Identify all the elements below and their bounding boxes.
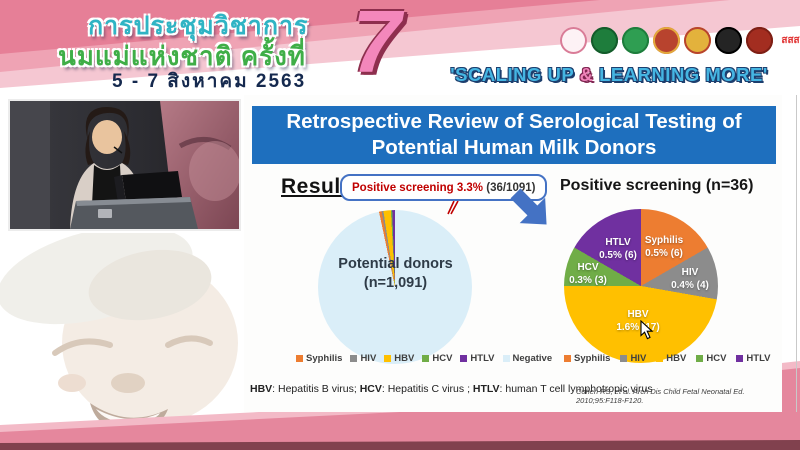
positive-screening-title: Positive screening (n=36): [560, 177, 754, 194]
positive-screening-pie: [564, 209, 718, 363]
callout-pointer: [447, 201, 459, 215]
result-heading: Result: [281, 175, 349, 198]
edition-number: 7: [352, 0, 401, 91]
potential-donors-label: Potential donors (n=1,091): [283, 255, 508, 293]
right-pie-legend: Syphilis HIV HBV HCV HTLV: [564, 353, 771, 364]
legend-label: HBV: [394, 353, 415, 364]
footnote-abbr: HTLV: [472, 383, 500, 395]
legend-item-hcv: HCV: [422, 353, 452, 364]
legend-swatch: [696, 355, 704, 362]
conference-banner: การประชุมวิชาการ นมแม่แห่งชาติ ครั้งที่ …: [0, 0, 800, 96]
pediatric-society-logo: [715, 27, 742, 54]
slice-label-hcv: HCV 0.3% (3): [550, 262, 626, 287]
mother-child-foundation-logo: [560, 27, 587, 54]
callout-percentage: Positive screening 3.3%: [352, 181, 484, 194]
legend-label: Syphilis: [306, 353, 343, 364]
slice-name: HTLV: [605, 237, 631, 248]
health-department-logo: [591, 27, 618, 54]
legend-item-syphilis: Syphilis: [296, 353, 342, 364]
legend-item-hiv: HIV: [350, 353, 376, 364]
slice-label-htlv: HTLV 0.5% (6): [580, 237, 656, 262]
tagline-text: 'SCALING UP: [450, 64, 580, 85]
legend-item-hbv: HBV: [384, 353, 414, 364]
legend-item-htlv: HTLV: [736, 353, 771, 364]
legend-swatch: [564, 355, 571, 362]
slice-name: Syphilis: [644, 235, 684, 246]
legend-label: HBV: [666, 353, 687, 364]
slide-title: Retrospective Review of Serological Test…: [252, 106, 776, 164]
footnote-text: : Hepatitis B virus;: [272, 383, 360, 395]
slice-value: 0.4% (4): [671, 279, 709, 291]
conference-dates: 5 - 7 สิงหาคม 2563: [112, 71, 307, 92]
legend-swatch: [656, 355, 664, 362]
slice-label-syphilis: Syphilis 0.5% (6): [626, 235, 702, 260]
positive-screening-callout: Positive screening 3.3% (36/1091): [340, 174, 548, 201]
legend-item-hiv: HIV: [620, 353, 646, 364]
legend-label: HCV: [432, 353, 453, 364]
arrow-right-icon: [510, 188, 547, 225]
legend-label: HTLV: [470, 353, 495, 364]
mouse-cursor-icon: [640, 320, 654, 340]
positive-screening-labels: Syphilis 0.5% (6) HIV 0.4% (4) HBV 1.6% …: [564, 209, 718, 363]
legend-swatch: [296, 355, 303, 362]
tagline-ampersand: &: [579, 64, 594, 85]
slice-value: 0.3% (3): [569, 274, 607, 286]
legend-swatch: [620, 355, 628, 362]
legend-item-hbv: HBV: [656, 353, 686, 364]
conference-tagline: 'SCALING UP & LEARNING MORE': [420, 64, 798, 86]
legend-label: Syphilis: [574, 353, 611, 364]
conference-title-thai: การประชุมวิชาการ: [88, 12, 309, 40]
presentation-slide: Retrospective Review of Serological Test…: [244, 95, 782, 412]
scrollbar-track[interactable]: [796, 95, 797, 412]
royal-institute-emblem-logo: [684, 27, 711, 54]
slice-name: HCV: [577, 262, 599, 273]
legend-swatch: [502, 355, 510, 362]
slice-value: 0.5% (6): [645, 247, 683, 259]
legend-swatch: [460, 355, 468, 362]
tagline-text: LEARNING MORE': [593, 64, 768, 85]
slice-value: 1.6% (17): [616, 321, 660, 333]
baby-photo-watermark: [0, 233, 238, 431]
legend-item-syphilis: Syphilis: [564, 353, 610, 364]
legend-swatch: [736, 355, 744, 362]
legend-swatch: [384, 355, 392, 362]
conference-subtitle-thai: นมแม่แห่งชาติ ครั้งที่: [58, 41, 306, 71]
presenter-scene: [10, 101, 239, 229]
legend-label: Negative: [512, 353, 553, 364]
donors-label-line1: Potential donors: [338, 256, 453, 272]
legend-swatch: [422, 355, 430, 362]
public-health-ministry-logo: [622, 27, 649, 54]
slide-title-line1: Retrospective Review of Serological Test…: [286, 110, 742, 133]
nursing-council-logo: [746, 27, 773, 54]
legend-swatch: [350, 355, 358, 362]
legend-label: HCV: [706, 353, 727, 364]
potential-donors-pie: [318, 210, 472, 364]
slice-label-hiv: HIV 0.4% (4): [652, 267, 728, 292]
slice-name: HBV: [627, 309, 649, 320]
slice-name: HIV: [681, 267, 699, 278]
legend-label: HTLV: [746, 353, 771, 364]
footnote-abbr: HBV: [250, 383, 273, 395]
left-pie-legend: Syphilis HIV HBV HCV HTLV Negative: [296, 353, 552, 364]
sponsor-logos: สสส: [560, 27, 800, 54]
royal-college-emblem-logo: [653, 27, 680, 54]
legend-label: HIV: [360, 353, 377, 364]
slide-title-line2: Potential Human Milk Donors: [371, 136, 657, 159]
legend-label: HIV: [630, 353, 647, 364]
slice-label-hbv: HBV 1.6% (17): [600, 309, 676, 334]
donors-label-line2: (n=1,091): [363, 275, 428, 291]
slice-value: 0.5% (6): [599, 249, 637, 261]
callout-fraction: (36/1091): [483, 181, 536, 194]
legend-item-hcv: HCV: [696, 353, 726, 364]
footnote-text: : Hepatitis C virus ;: [381, 383, 473, 395]
legend-item-htlv: HTLV: [460, 353, 495, 364]
legend-item-negative: Negative: [502, 353, 553, 364]
presenter-video-feed[interactable]: [8, 99, 241, 231]
citation: Cohen RS, et al. Arch Dis Child Fetal Ne…: [576, 387, 745, 405]
footnote-abbr: HCV: [359, 383, 382, 395]
thai-health-promotion-logo: สสส: [777, 27, 800, 54]
